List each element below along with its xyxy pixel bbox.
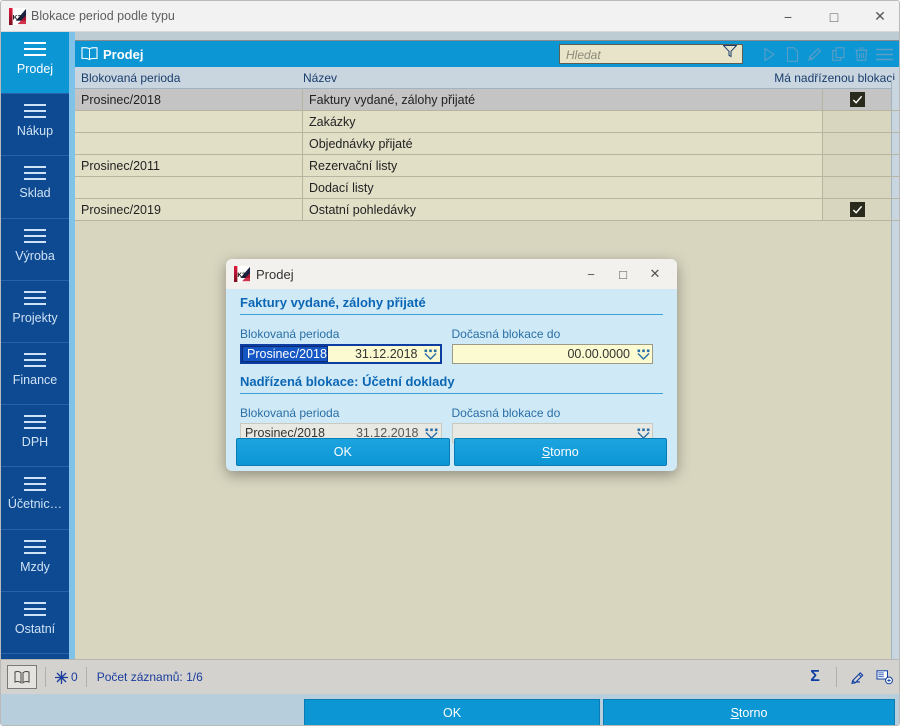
svg-text:K2: K2	[237, 272, 246, 279]
svg-text:K2: K2	[13, 14, 22, 21]
